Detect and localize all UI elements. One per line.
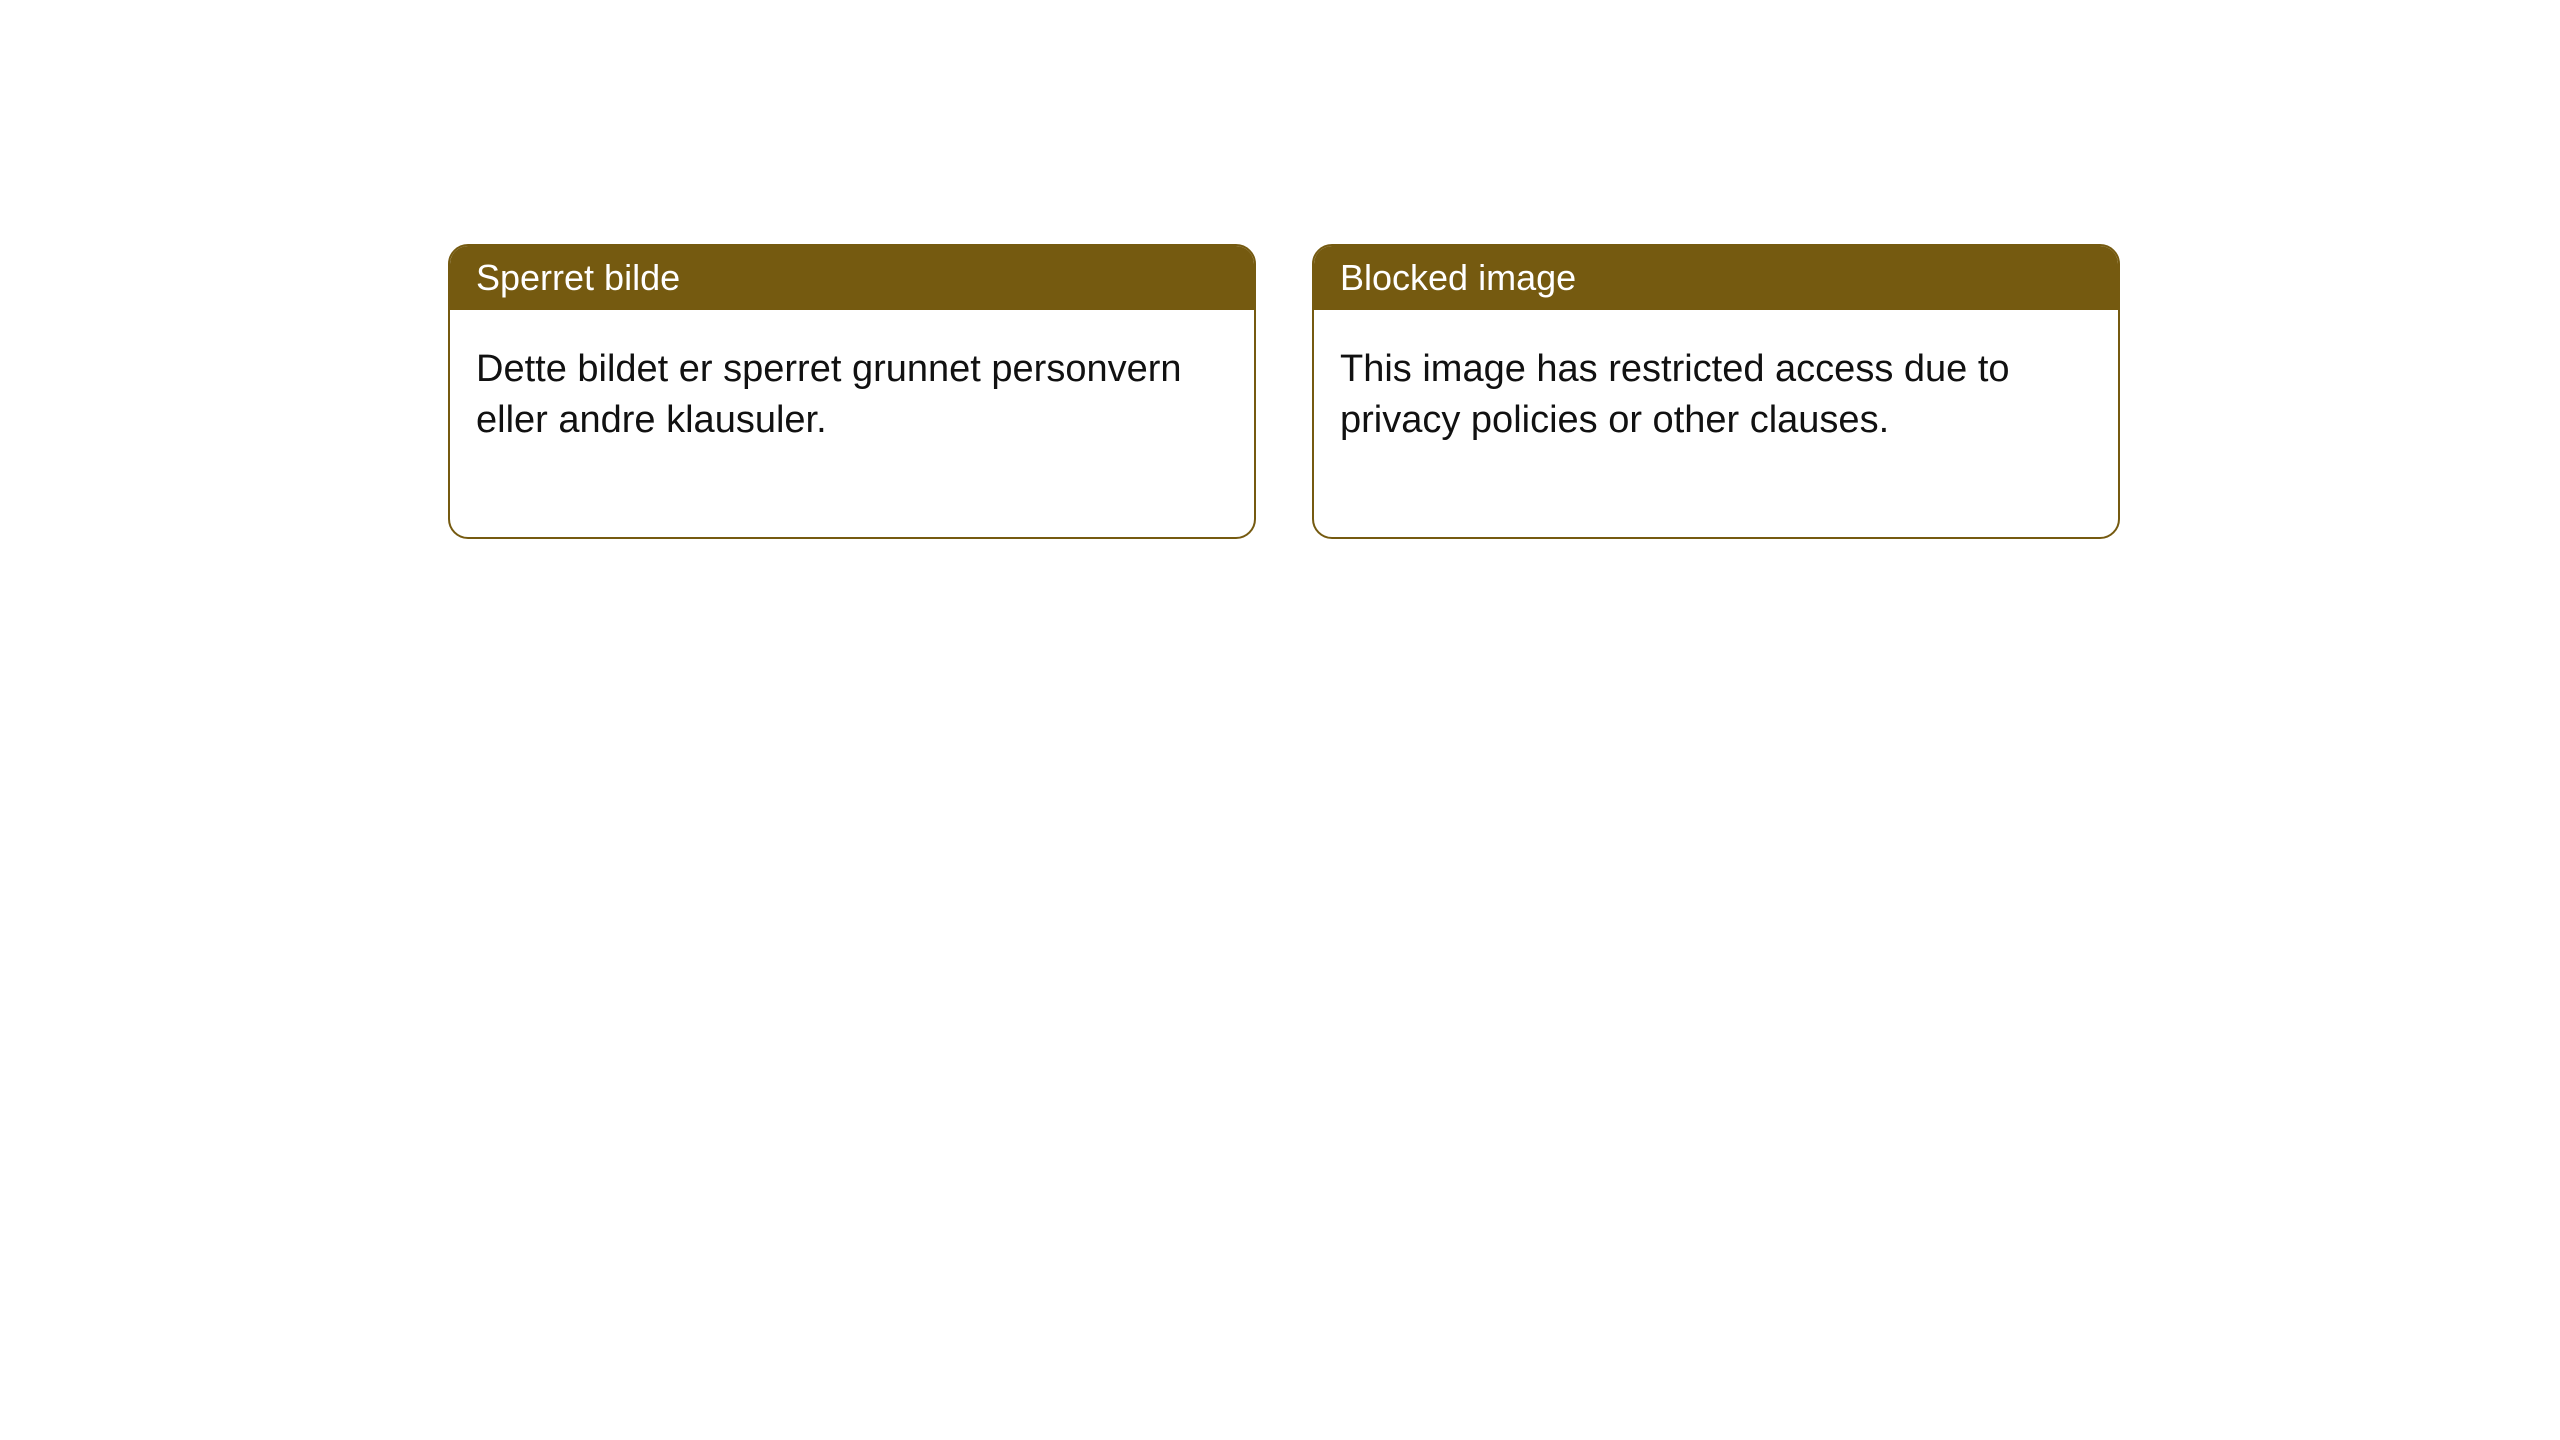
notice-body-english: This image has restricted access due to … — [1314, 310, 2118, 537]
notice-container: Sperret bilde Dette bildet er sperret gr… — [0, 0, 2560, 539]
notice-body-norwegian: Dette bildet er sperret grunnet personve… — [450, 310, 1254, 537]
notice-card-english: Blocked image This image has restricted … — [1312, 244, 2120, 539]
notice-title-norwegian: Sperret bilde — [450, 246, 1254, 310]
notice-title-english: Blocked image — [1314, 246, 2118, 310]
notice-card-norwegian: Sperret bilde Dette bildet er sperret gr… — [448, 244, 1256, 539]
